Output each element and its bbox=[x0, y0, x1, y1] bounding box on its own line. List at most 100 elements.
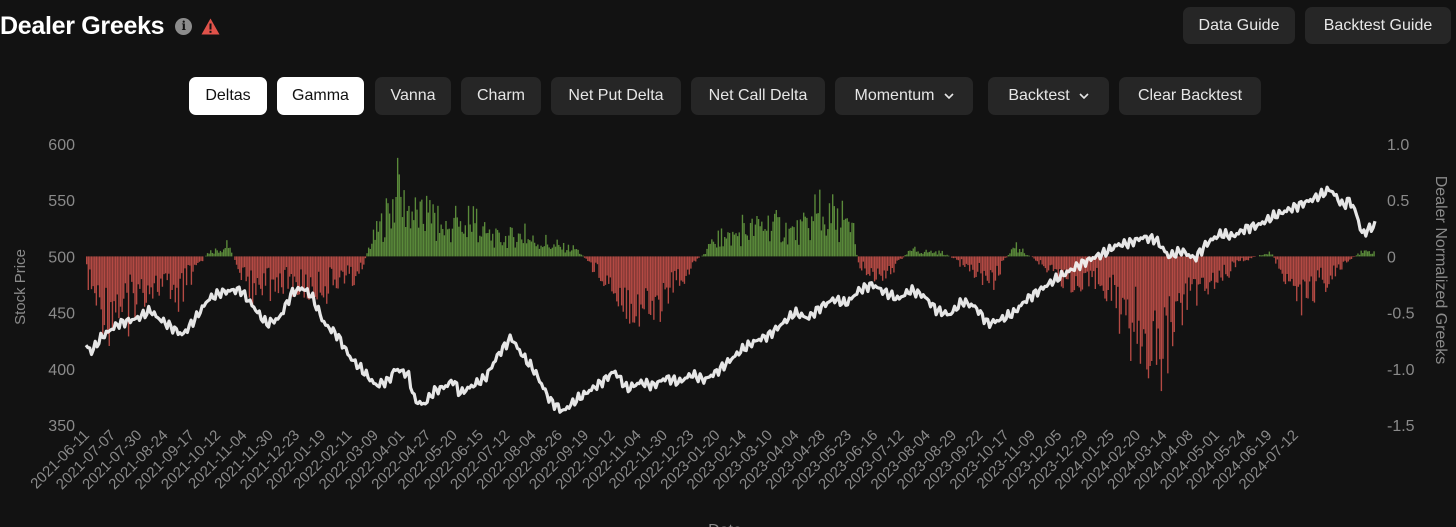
greek-bar bbox=[608, 256, 610, 284]
greek-bar bbox=[1200, 256, 1203, 278]
left-tick-label: 450 bbox=[48, 306, 75, 323]
greek-bar bbox=[840, 227, 842, 257]
greek-bar bbox=[577, 249, 579, 257]
right-tick-label: -1.5 bbox=[1387, 418, 1415, 435]
greek-bar bbox=[434, 212, 436, 257]
greek-bar bbox=[181, 256, 183, 274]
greek-bar bbox=[941, 250, 943, 257]
greek-bar bbox=[1294, 256, 1296, 287]
tab-vanna-label: Vanna bbox=[390, 87, 436, 104]
greek-bar bbox=[807, 228, 810, 257]
clear-backtest-button[interactable]: Clear Backtest bbox=[1119, 77, 1261, 115]
greek-bar bbox=[1139, 256, 1142, 364]
greek-bar bbox=[1159, 256, 1161, 360]
greek-bar bbox=[1284, 256, 1287, 285]
greek-bar bbox=[1093, 256, 1095, 272]
tab-net-call-delta[interactable]: Net Call Delta bbox=[691, 77, 825, 115]
greek-bar bbox=[385, 198, 388, 257]
greek-bar bbox=[355, 256, 357, 277]
clear-backtest-label: Clear Backtest bbox=[1137, 87, 1243, 104]
greek-bar bbox=[1004, 256, 1006, 258]
tab-deltas[interactable]: Deltas bbox=[189, 77, 267, 115]
backtest-guide-button[interactable]: Backtest Guide bbox=[1305, 7, 1451, 44]
greek-bar bbox=[709, 243, 711, 257]
greek-bar bbox=[173, 256, 175, 285]
greek-bar bbox=[811, 216, 813, 257]
greek-bar bbox=[848, 221, 850, 257]
greek-bar bbox=[1341, 256, 1343, 270]
momentum-dropdown[interactable]: Momentum bbox=[835, 77, 973, 115]
greek-bar bbox=[545, 234, 547, 257]
warning-icon[interactable] bbox=[201, 18, 220, 35]
greek-bar bbox=[854, 244, 856, 257]
greek-bar bbox=[867, 256, 869, 275]
greek-bar bbox=[395, 197, 397, 257]
greek-bar bbox=[264, 256, 267, 286]
greek-bar bbox=[548, 247, 550, 257]
greek-bar bbox=[830, 223, 832, 257]
greek-bar bbox=[1218, 256, 1221, 271]
greek-bar bbox=[730, 245, 732, 257]
greek-bar bbox=[231, 252, 233, 257]
greek-bar bbox=[477, 242, 479, 257]
greek-bar bbox=[575, 249, 578, 257]
greek-bar bbox=[417, 227, 420, 257]
info-icon[interactable]: i bbox=[175, 17, 193, 35]
greek-bar bbox=[823, 224, 826, 257]
greek-bar bbox=[89, 256, 91, 270]
greek-bar bbox=[498, 232, 500, 257]
greek-bar bbox=[751, 218, 753, 257]
greek-bar bbox=[222, 249, 225, 257]
greek-bar bbox=[640, 256, 642, 305]
greek-bar bbox=[611, 256, 613, 292]
greek-toolbar: Deltas Gamma Vanna Charm Net Put Delta N… bbox=[0, 77, 1456, 115]
greek-bar bbox=[667, 256, 670, 304]
right-tick-label: -1.0 bbox=[1387, 362, 1415, 379]
greek-bar bbox=[551, 247, 554, 257]
greek-bar bbox=[124, 256, 127, 284]
greek-bar bbox=[902, 256, 905, 258]
title-row: Dealer Greeks i bbox=[0, 8, 220, 44]
greek-bar bbox=[1163, 256, 1166, 308]
greek-bar bbox=[1250, 256, 1253, 259]
greek-bar bbox=[148, 256, 151, 295]
greek-bar bbox=[363, 256, 365, 265]
greek-bar bbox=[680, 256, 682, 281]
greek-bar bbox=[856, 254, 858, 257]
greek-bar bbox=[1123, 256, 1126, 300]
greek-bar bbox=[103, 256, 106, 326]
greek-bar bbox=[1320, 256, 1322, 268]
greek-bar bbox=[1318, 256, 1320, 278]
greek-bar bbox=[772, 221, 774, 257]
greek-bar bbox=[256, 256, 259, 279]
tab-charm[interactable]: Charm bbox=[461, 77, 541, 115]
greek-bar bbox=[1213, 256, 1216, 289]
greek-bar bbox=[1178, 256, 1180, 294]
greek-bar bbox=[572, 245, 574, 257]
right-tick-label: 0.5 bbox=[1387, 193, 1409, 210]
tab-net-put-delta[interactable]: Net Put Delta bbox=[551, 77, 681, 115]
greek-bar bbox=[617, 256, 620, 307]
greek-bar bbox=[614, 256, 616, 294]
data-guide-button[interactable]: Data Guide bbox=[1183, 7, 1295, 44]
greek-bar bbox=[959, 256, 961, 267]
greek-bar bbox=[1289, 256, 1291, 282]
greek-bar bbox=[347, 256, 349, 266]
tab-vanna[interactable]: Vanna bbox=[375, 77, 451, 115]
greek-bar bbox=[1038, 256, 1040, 265]
greek-bar bbox=[972, 256, 974, 270]
greek-bar bbox=[205, 255, 207, 257]
greek-bar bbox=[1152, 256, 1155, 322]
greek-bar bbox=[532, 235, 534, 257]
greek-bar bbox=[838, 242, 840, 257]
greek-bar bbox=[1371, 253, 1374, 257]
greek-bar bbox=[1212, 256, 1214, 273]
greek-bar bbox=[1173, 256, 1175, 333]
tab-gamma[interactable]: Gamma bbox=[277, 77, 364, 115]
greek-bar bbox=[793, 227, 795, 257]
greek-bar bbox=[645, 256, 647, 289]
backtest-dropdown[interactable]: Backtest bbox=[988, 77, 1109, 115]
greek-bar bbox=[115, 256, 117, 313]
greek-bar bbox=[340, 256, 342, 271]
greek-bar bbox=[263, 256, 265, 274]
